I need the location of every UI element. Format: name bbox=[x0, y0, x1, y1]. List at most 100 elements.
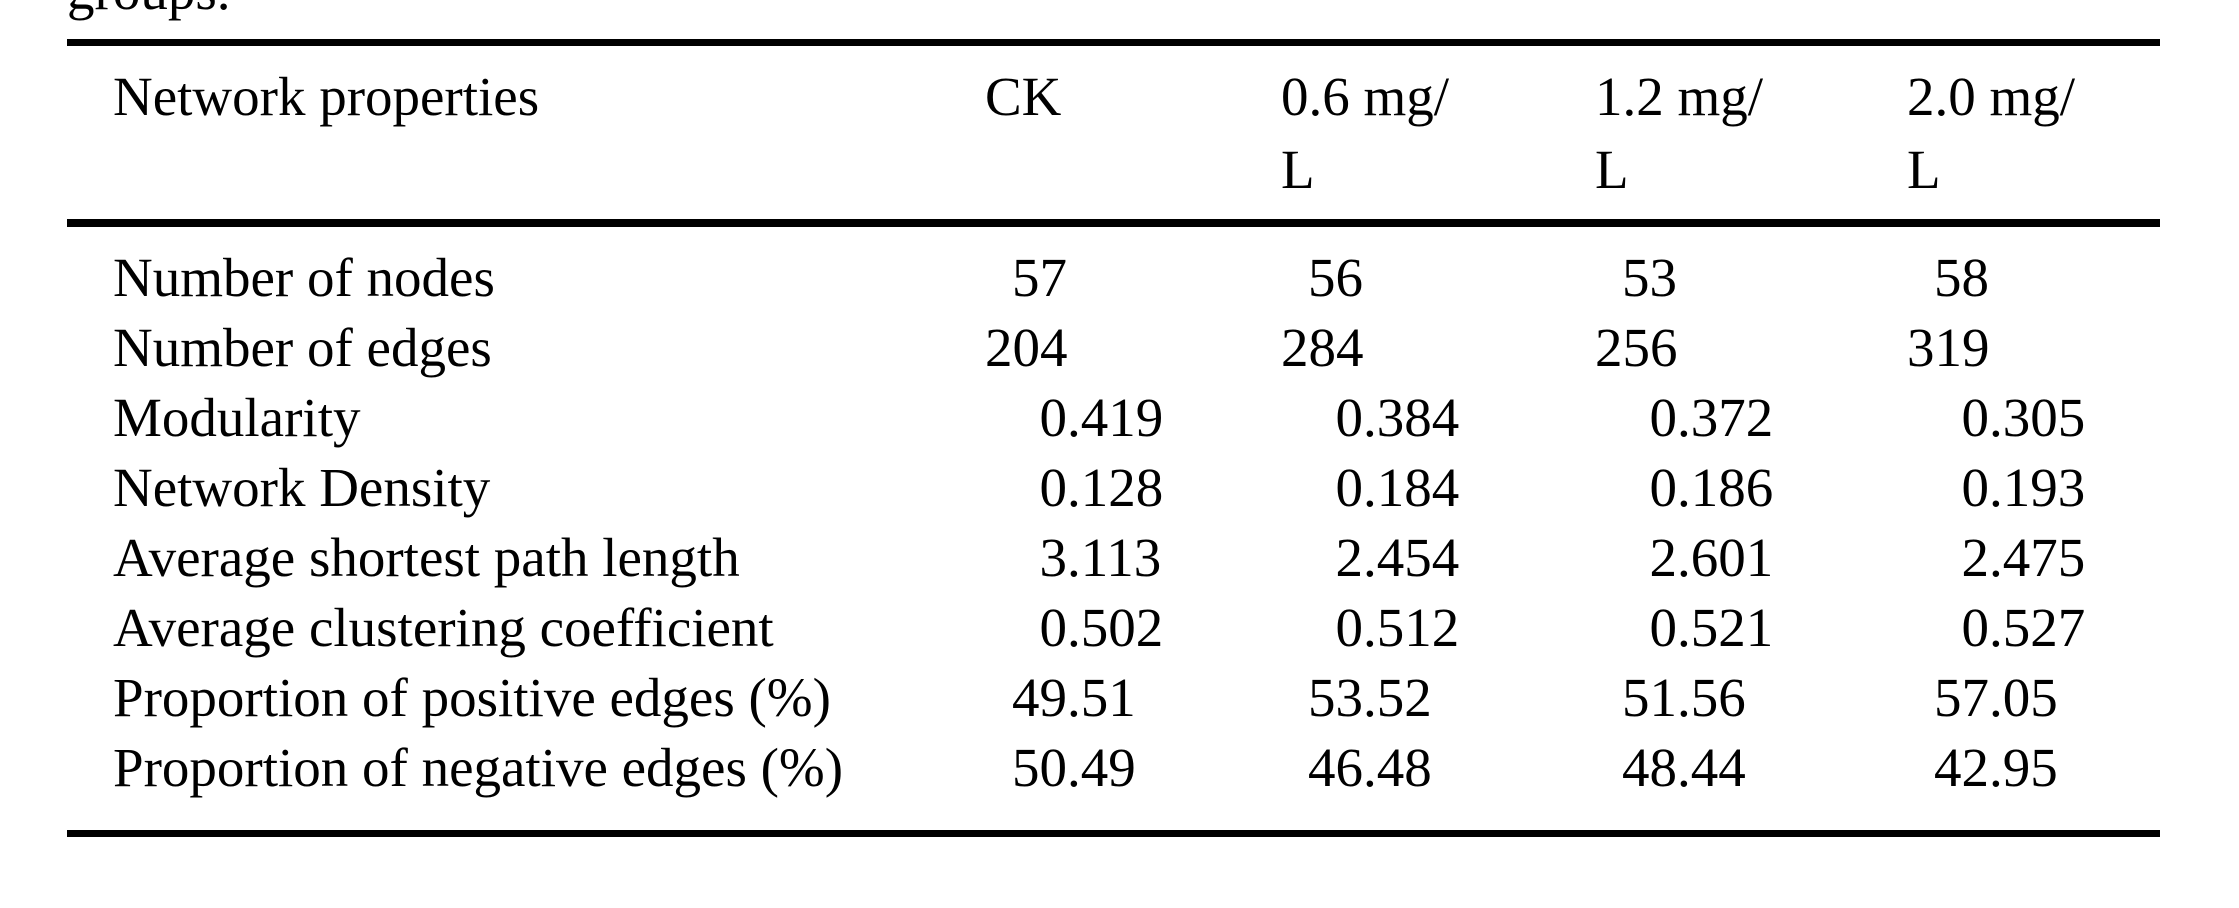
value-cell: 0.193 bbox=[1907, 453, 2160, 523]
value-fraction-part: .56 bbox=[1677, 667, 1746, 728]
row-label: Number of edges bbox=[113, 317, 492, 378]
header-cell-treatment: 2.0 mg/ L bbox=[1907, 66, 2076, 200]
value-integer-part: 58 bbox=[1934, 247, 1989, 308]
value-fraction-part: .601 bbox=[1677, 527, 1774, 588]
value-fraction-part: .527 bbox=[1989, 597, 2086, 658]
value-fraction-part: .372 bbox=[1677, 387, 1774, 448]
table-row: Number of nodes 57 56 53 58 bbox=[67, 243, 2160, 313]
value-cell: 51.56 bbox=[1595, 663, 1907, 733]
value-integer-part: 319 bbox=[1907, 317, 1990, 378]
value-cell: 284 bbox=[1281, 313, 1595, 383]
value-integer-part: 2 bbox=[1649, 527, 1678, 588]
row-label: Number of nodes bbox=[113, 247, 495, 308]
network-properties-table: Network properties CK 0.6 mg/ L 1.2 mg/ L 2.… bbox=[67, 39, 2160, 837]
value-integer-part: 46 bbox=[1308, 737, 1363, 798]
value-fraction-part: .454 bbox=[1363, 527, 1460, 588]
value-cell: 53.52 bbox=[1281, 663, 1595, 733]
value-cell: 57 bbox=[985, 243, 1281, 313]
value-fraction-part: .44 bbox=[1677, 737, 1746, 798]
value-cell: 0.186 bbox=[1595, 453, 1907, 523]
value-fraction-part: .193 bbox=[1989, 457, 2086, 518]
value-cell: 58 bbox=[1907, 243, 2160, 313]
value-integer-part: 0 bbox=[1335, 387, 1364, 448]
table-row: Proportion of positive edges (%) 49.51 53.… bbox=[67, 663, 2160, 733]
value-fraction-part: .51 bbox=[1067, 667, 1136, 728]
table-row: Modularity 0.419 0.384 0.372 0.305 bbox=[67, 383, 2160, 453]
table-row: Proportion of negative edges (%) 50.49 46.… bbox=[67, 733, 2160, 803]
value-fraction-part: .512 bbox=[1363, 597, 1460, 658]
value-cell: 53 bbox=[1595, 243, 1907, 313]
header-cell-treatment: CK bbox=[985, 66, 1062, 127]
value-integer-part: 48 bbox=[1622, 737, 1677, 798]
value-cell: 46.48 bbox=[1281, 733, 1595, 803]
value-cell: 2.601 bbox=[1595, 523, 1907, 593]
value-cell: 204 bbox=[985, 313, 1281, 383]
value-fraction-part: .384 bbox=[1363, 387, 1460, 448]
value-integer-part: 42 bbox=[1934, 737, 1989, 798]
table-row: Number of edges 204 284 256 319 bbox=[67, 313, 2160, 383]
value-integer-part: 0 bbox=[1039, 387, 1068, 448]
value-fraction-part: .521 bbox=[1677, 597, 1774, 658]
value-integer-part: 0 bbox=[1649, 457, 1678, 518]
value-cell: 49.51 bbox=[985, 663, 1281, 733]
value-integer-part: 0 bbox=[1335, 457, 1364, 518]
value-integer-part: 0 bbox=[1335, 597, 1364, 658]
value-integer-part: 57 bbox=[1934, 667, 1989, 728]
value-integer-part: 50 bbox=[1012, 737, 1067, 798]
value-integer-part: 0 bbox=[1649, 597, 1678, 658]
value-cell: 319 bbox=[1907, 313, 2160, 383]
row-label: Average clustering coefficient bbox=[113, 597, 774, 658]
value-integer-part: 2 bbox=[1961, 527, 1990, 588]
value-integer-part: 204 bbox=[985, 317, 1068, 378]
value-fraction-part: .184 bbox=[1363, 457, 1460, 518]
value-integer-part: 3 bbox=[1039, 527, 1068, 588]
value-cell: 0.419 bbox=[985, 383, 1281, 453]
row-label: Average shortest path length bbox=[113, 527, 740, 588]
header-cell-network-properties: Network properties bbox=[113, 66, 540, 127]
value-integer-part: 0 bbox=[1039, 457, 1068, 518]
value-cell: 0.502 bbox=[985, 593, 1281, 663]
caption-text: groups. bbox=[67, 0, 767, 21]
value-fraction-part: .05 bbox=[1989, 667, 2058, 728]
table-row: Network Density 0.128 0.184 0.186 0.193 bbox=[67, 453, 2160, 523]
header-cell-treatment: 1.2 mg/ L bbox=[1595, 66, 1764, 200]
value-fraction-part: .305 bbox=[1989, 387, 2086, 448]
value-cell: 0.384 bbox=[1281, 383, 1595, 453]
value-integer-part: 256 bbox=[1595, 317, 1678, 378]
value-integer-part: 284 bbox=[1281, 317, 1364, 378]
row-label: Modularity bbox=[113, 387, 361, 448]
value-fraction-part: .49 bbox=[1067, 737, 1136, 798]
value-integer-part: 0 bbox=[1961, 387, 1990, 448]
value-cell: 3.113 bbox=[985, 523, 1281, 593]
row-label: Network Density bbox=[113, 457, 491, 518]
row-label: Proportion of positive edges (%) bbox=[113, 667, 831, 728]
value-cell: 0.128 bbox=[985, 453, 1281, 523]
value-cell: 0.372 bbox=[1595, 383, 1907, 453]
value-cell: 48.44 bbox=[1595, 733, 1907, 803]
value-cell: 256 bbox=[1595, 313, 1907, 383]
value-cell: 57.05 bbox=[1907, 663, 2160, 733]
row-label: Proportion of negative edges (%) bbox=[113, 737, 844, 798]
table-body: Number of nodes 57 56 53 58 Number of edges 20… bbox=[67, 227, 2160, 830]
value-integer-part: 0 bbox=[1039, 597, 1068, 658]
value-integer-part: 53 bbox=[1308, 667, 1363, 728]
value-fraction-part: .95 bbox=[1989, 737, 2058, 798]
header-cell-treatment: 0.6 mg/ L bbox=[1281, 66, 1450, 200]
value-fraction-part: .419 bbox=[1067, 387, 1164, 448]
value-integer-part: 0 bbox=[1961, 597, 1990, 658]
value-cell: 42.95 bbox=[1907, 733, 2160, 803]
value-cell: 2.475 bbox=[1907, 523, 2160, 593]
table-header-row: Network properties CK 0.6 mg/ L 1.2 mg/ L 2.… bbox=[67, 46, 2160, 227]
value-fraction-part: .186 bbox=[1677, 457, 1774, 518]
value-integer-part: 0 bbox=[1961, 457, 1990, 518]
value-cell: 2.454 bbox=[1281, 523, 1595, 593]
value-cell: 50.49 bbox=[985, 733, 1281, 803]
value-fraction-part: .502 bbox=[1067, 597, 1164, 658]
value-cell: 0.527 bbox=[1907, 593, 2160, 663]
value-integer-part: 2 bbox=[1335, 527, 1364, 588]
value-integer-part: 56 bbox=[1308, 247, 1363, 308]
value-cell: 0.184 bbox=[1281, 453, 1595, 523]
value-cell: 0.521 bbox=[1595, 593, 1907, 663]
value-integer-part: 53 bbox=[1622, 247, 1677, 308]
